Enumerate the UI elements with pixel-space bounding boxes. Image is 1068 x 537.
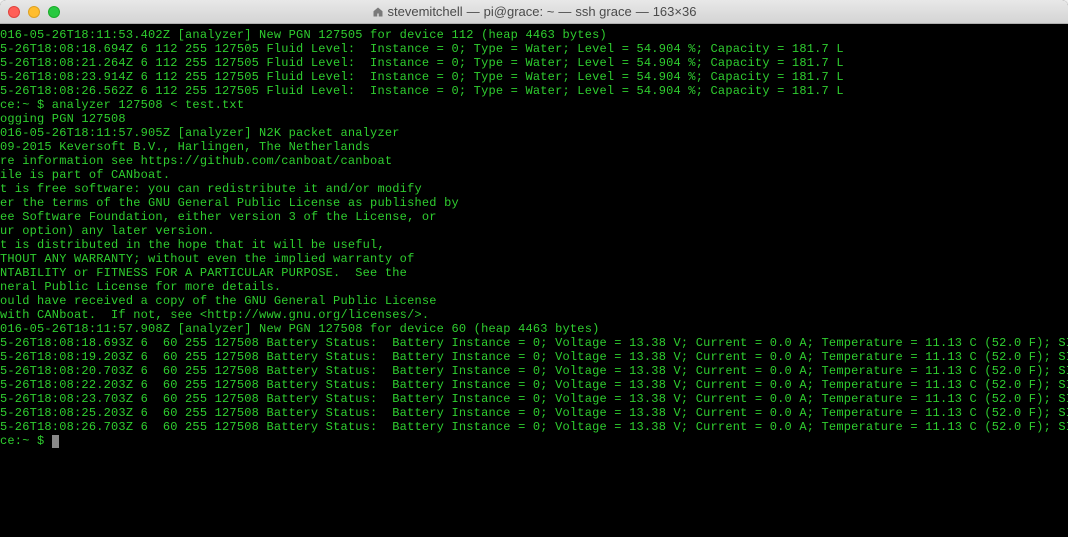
home-icon: [372, 6, 384, 18]
titlebar: stevemitchell — pi@grace: ~ — ssh grace …: [0, 0, 1068, 24]
title-user: stevemitchell: [388, 4, 463, 19]
terminal-line: er the terms of the GNU General Public L…: [0, 196, 1068, 210]
window-title: stevemitchell — pi@grace: ~ — ssh grace …: [0, 4, 1068, 19]
terminal-line: THOUT ANY WARRANTY; without even the imp…: [0, 252, 1068, 266]
terminal-window: stevemitchell — pi@grace: ~ — ssh grace …: [0, 0, 1068, 537]
terminal-line: ur option) any later version.: [0, 224, 1068, 238]
terminal-line: 5-26T18:08:19.203Z 6 60 255 127508 Batte…: [0, 350, 1068, 364]
terminal-line: with CANboat. If not, see <http://www.gn…: [0, 308, 1068, 322]
terminal-line: 5-26T18:08:23.703Z 6 60 255 127508 Batte…: [0, 392, 1068, 406]
terminal-line: ould have received a copy of the GNU Gen…: [0, 294, 1068, 308]
title-session: pi@grace: ~: [484, 4, 555, 19]
terminal-line: 5-26T18:08:21.264Z 6 112 255 127505 Flui…: [0, 56, 1068, 70]
terminal-line: neral Public License for more details.: [0, 280, 1068, 294]
terminal-prompt-line: ce:~ $ analyzer 127508 < test.txt: [0, 98, 1068, 112]
terminal-line: re information see https://github.com/ca…: [0, 154, 1068, 168]
terminal-line: 5-26T18:08:22.203Z 6 60 255 127508 Batte…: [0, 378, 1068, 392]
terminal-line: 016-05-26T18:11:57.905Z [analyzer] N2K p…: [0, 126, 1068, 140]
terminal-line: 5-26T18:08:20.703Z 6 60 255 127508 Batte…: [0, 364, 1068, 378]
terminal-line: 5-26T18:08:25.203Z 6 60 255 127508 Batte…: [0, 406, 1068, 420]
terminal-body[interactable]: 016-05-26T18:11:53.402Z [analyzer] New P…: [0, 24, 1068, 537]
traffic-lights: [8, 6, 60, 18]
terminal-line: 5-26T18:08:26.562Z 6 112 255 127505 Flui…: [0, 84, 1068, 98]
terminal-line: ogging PGN 127508: [0, 112, 1068, 126]
terminal-line: 09-2015 Keversoft B.V., Harlingen, The N…: [0, 140, 1068, 154]
terminal-line: 016-05-26T18:11:57.908Z [analyzer] New P…: [0, 322, 1068, 336]
terminal-line: ee Software Foundation, either version 3…: [0, 210, 1068, 224]
terminal-line: 5-26T18:08:18.694Z 6 112 255 127505 Flui…: [0, 42, 1068, 56]
title-size: 163×36: [653, 4, 697, 19]
zoom-button[interactable]: [48, 6, 60, 18]
terminal-line: ile is part of CANboat.: [0, 168, 1068, 182]
terminal-prompt-line: ce:~ $: [0, 434, 1068, 448]
title-sep2: —: [558, 4, 571, 19]
title-cmd: ssh grace: [575, 4, 631, 19]
terminal-line: 5-26T18:08:26.703Z 6 60 255 127508 Batte…: [0, 420, 1068, 434]
title-sep1: —: [467, 4, 480, 19]
terminal-line: NTABILITY or FITNESS FOR A PARTICULAR PU…: [0, 266, 1068, 280]
terminal-line: 5-26T18:08:23.914Z 6 112 255 127505 Flui…: [0, 70, 1068, 84]
cursor: [52, 435, 59, 448]
terminal-line: t is distributed in the hope that it wil…: [0, 238, 1068, 252]
prompt-text: ce:~ $: [0, 434, 52, 448]
terminal-line: 5-26T18:08:18.693Z 6 60 255 127508 Batte…: [0, 336, 1068, 350]
minimize-button[interactable]: [28, 6, 40, 18]
terminal-line: t is free software: you can redistribute…: [0, 182, 1068, 196]
close-button[interactable]: [8, 6, 20, 18]
terminal-line: 016-05-26T18:11:53.402Z [analyzer] New P…: [0, 28, 1068, 42]
title-sep3: —: [636, 4, 649, 19]
